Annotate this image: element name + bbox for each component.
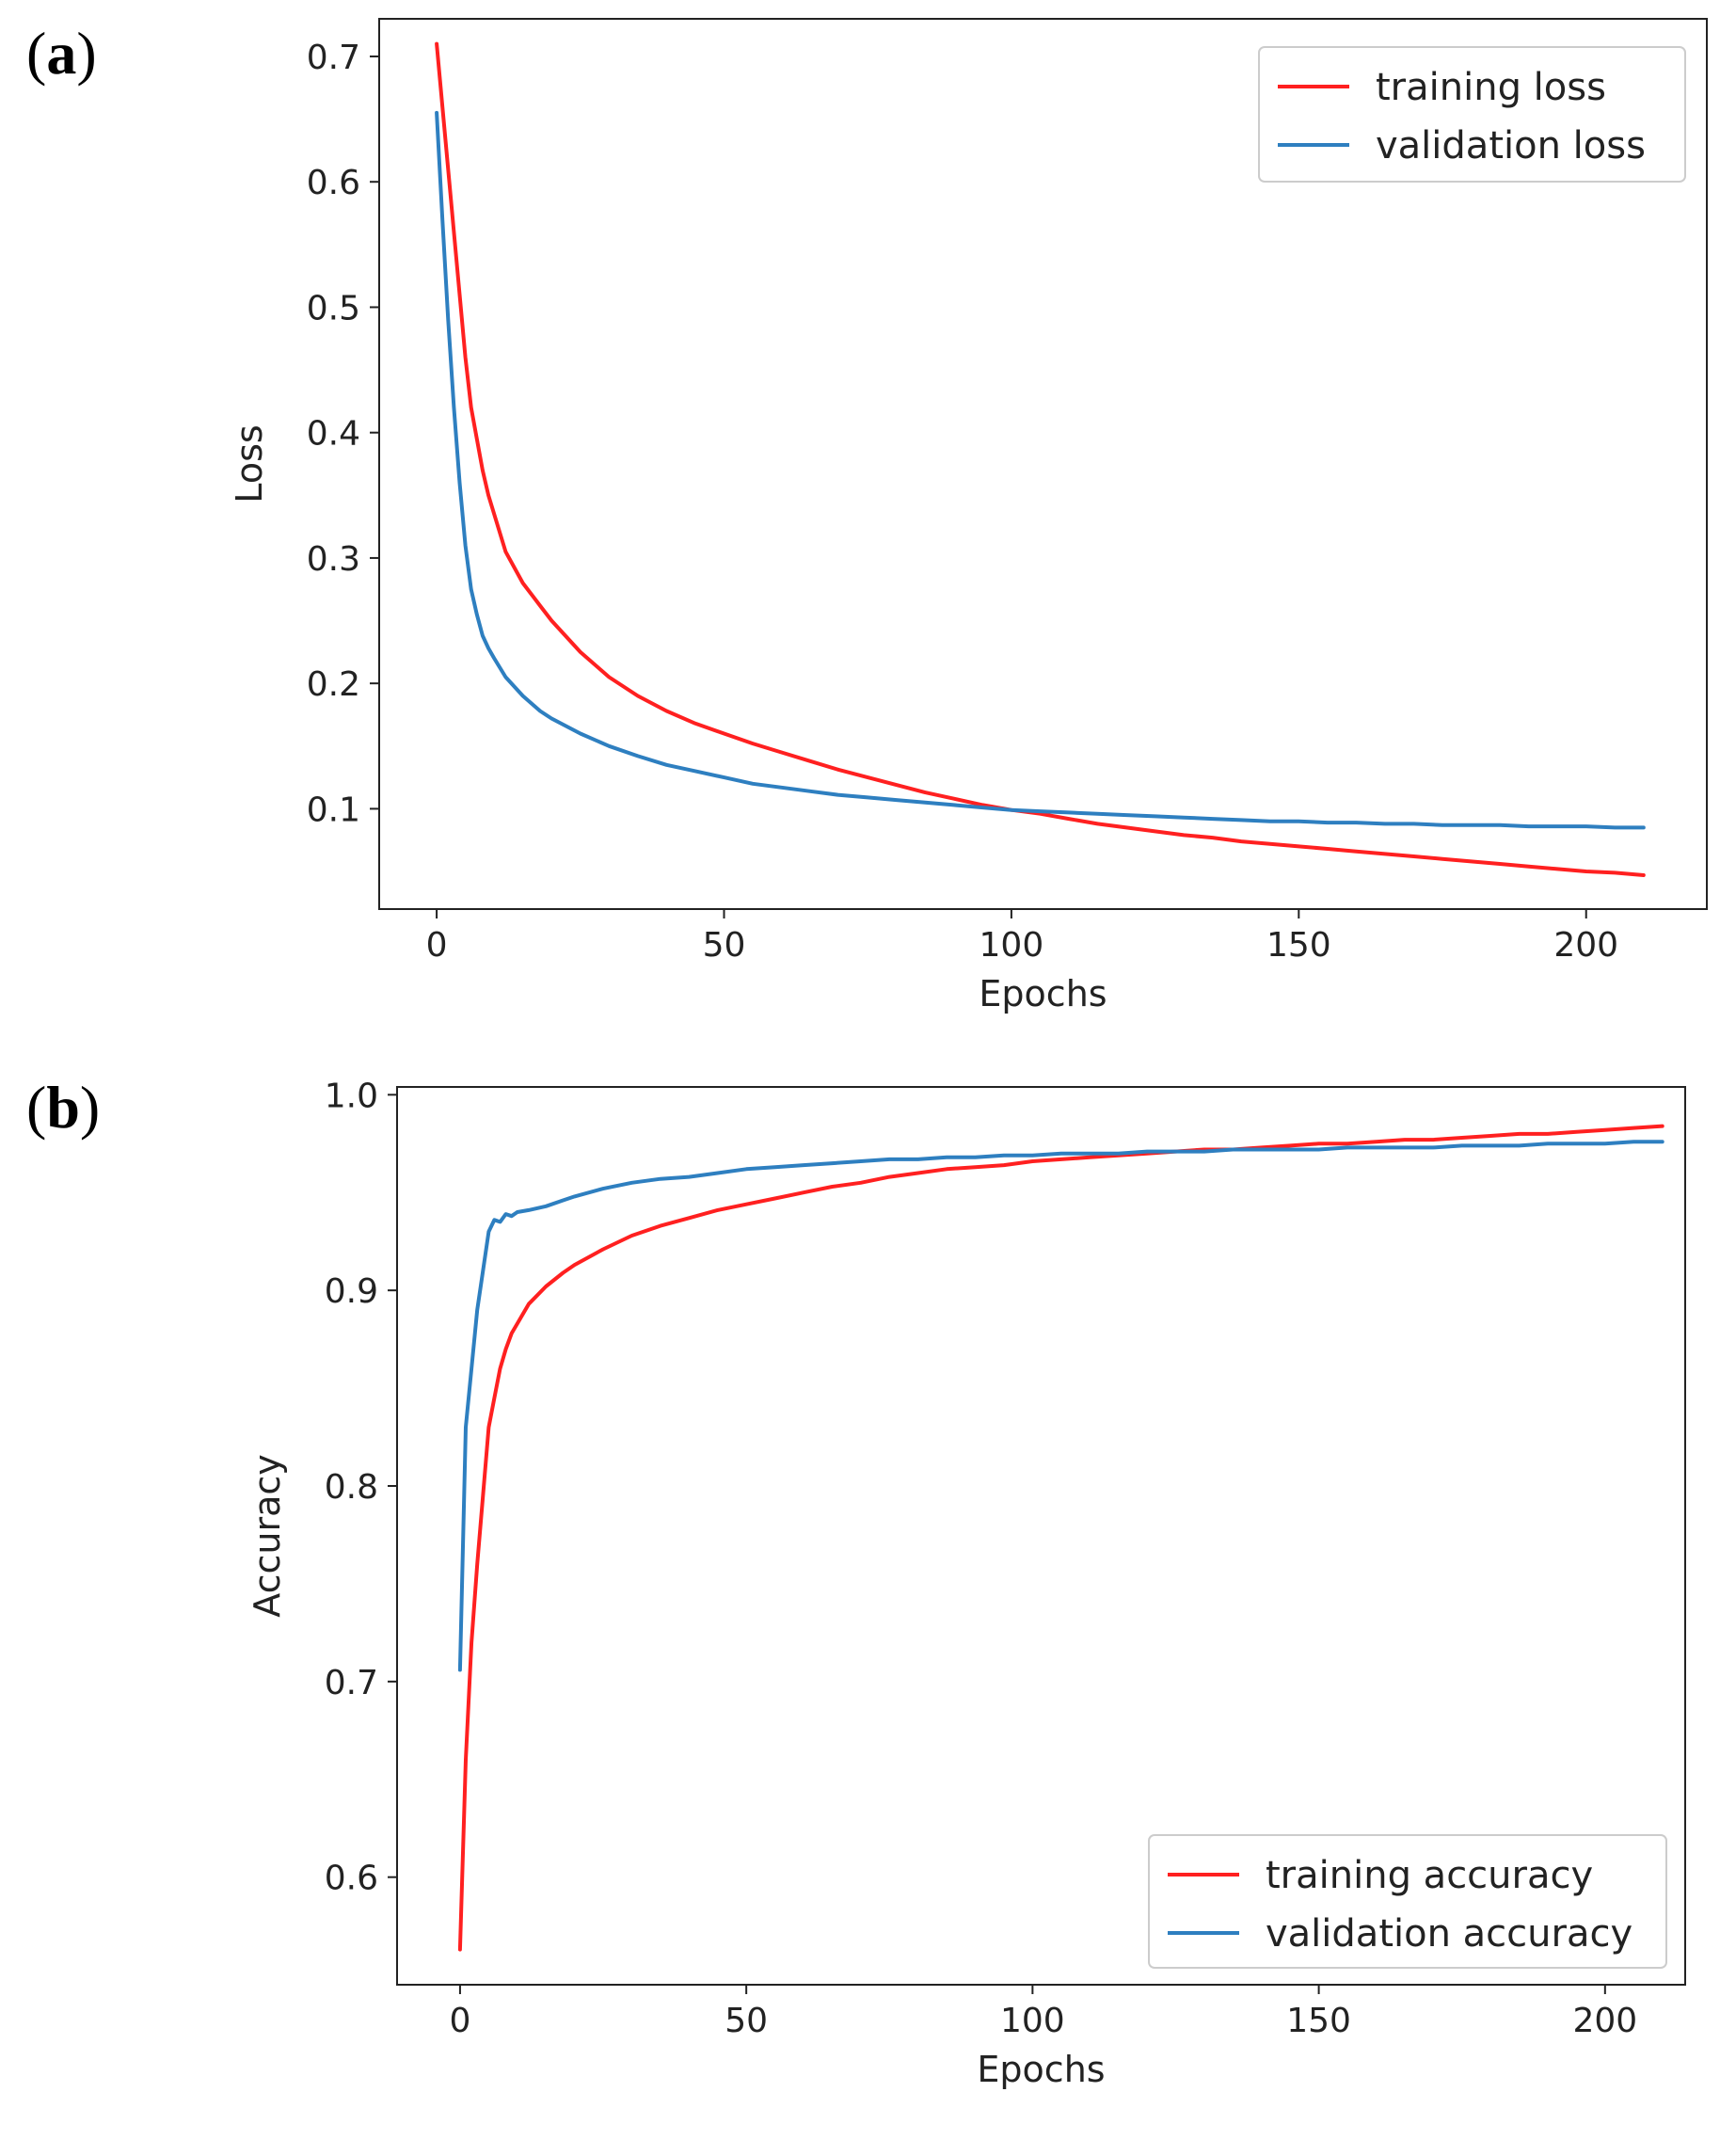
panel-b-legend-box (1148, 1834, 1667, 1969)
panel-a-legend-label-validation: validation loss (1376, 124, 1646, 168)
panel-b-legend-label-training: training accuracy (1266, 1854, 1593, 1897)
panel-a-x-tick-label-4: 200 (1553, 926, 1618, 965)
panel-label-b: (b) (26, 1073, 100, 1142)
panel-b-x-tick-label-0: 0 (449, 2002, 470, 2040)
panel-b-y-axis-title: Accuracy (247, 1454, 288, 1618)
panel-b-y-tick-label-4: 1.0 (325, 1077, 378, 1115)
panel-a-y-tick-label-1: 0.2 (307, 665, 360, 704)
panel-b-x-tick-label-2: 100 (1000, 2002, 1065, 2040)
panel-label-a-letter: a (46, 20, 77, 87)
panel-a-legend-box (1258, 46, 1686, 183)
panel-a-x-tick-label-0: 0 (426, 926, 448, 965)
panel-b-series-line-training (457, 1124, 1664, 1952)
panel-a-y-axis-title: Loss (229, 424, 270, 503)
panel-b-x-axis-title: Epochs (977, 2049, 1105, 2090)
panel-label-a: (a) (26, 19, 97, 88)
panel-b-axes-frame (396, 1086, 1686, 1986)
panel-a-y-tick-label-2: 0.3 (307, 540, 360, 579)
panel-label-a-open: ( (26, 20, 47, 87)
panel-a-legend-label-training: training loss (1376, 66, 1606, 109)
panel-label-b-open: ( (26, 1074, 47, 1141)
panel-a-y-tick-label-5: 0.6 (307, 164, 360, 202)
panel-a-series-line-validation (435, 110, 1646, 830)
panel-a-axes-frame (378, 18, 1708, 910)
panel-b-y-tick-label-3: 0.9 (325, 1272, 378, 1311)
panel-label-a-close: ) (76, 20, 97, 87)
panel-b-x-tick-label-3: 150 (1286, 2002, 1351, 2040)
panel-a-x-tick-label-2: 100 (979, 926, 1044, 965)
panel-b-y-tick-label-1: 0.7 (325, 1664, 378, 1702)
panel-a-y-tick-label-4: 0.5 (307, 289, 360, 327)
panel-a-y-tick-label-0: 0.1 (307, 791, 360, 829)
panel-label-b-close: ) (79, 1074, 101, 1141)
panel-a-y-tick-label-6: 0.7 (307, 39, 360, 77)
panel-a-x-tick-label-1: 50 (703, 926, 746, 965)
panel-b-x-tick-label-4: 200 (1572, 2002, 1637, 2040)
panel-b-legend-label-validation: validation accuracy (1266, 1912, 1632, 1956)
panel-a-x-tick-label-3: 150 (1266, 926, 1331, 965)
panel-b-x-tick-label-1: 50 (725, 2002, 768, 2040)
panel-a-x-axis-title: Epochs (979, 973, 1107, 1014)
panel-a-y-tick-label-3: 0.4 (307, 415, 360, 454)
panel-b-y-tick-label-0: 0.6 (325, 1860, 378, 1898)
panel-a-series-line-training (435, 41, 1646, 877)
panel-label-b-letter: b (46, 1074, 80, 1141)
panel-b-y-tick-label-2: 0.8 (325, 1468, 378, 1507)
panel-b-series-line-validation (457, 1140, 1664, 1672)
